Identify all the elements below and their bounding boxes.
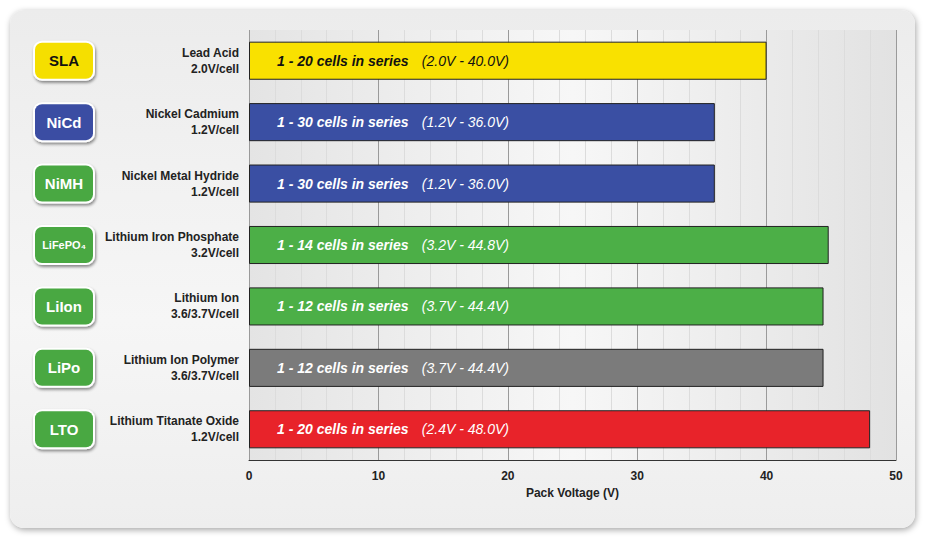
- svg-text:(3.7V - 44.4V): (3.7V - 44.4V): [422, 360, 509, 376]
- svg-text:Lead Acid: Lead Acid: [182, 46, 239, 60]
- svg-text:1 - 30 cells in series: 1 - 30 cells in series: [277, 176, 409, 192]
- svg-text:1 - 20 cells in series: 1 - 20 cells in series: [277, 53, 409, 69]
- svg-text:LTO: LTO: [50, 421, 79, 438]
- svg-text:(2.4V - 48.0V): (2.4V - 48.0V): [422, 421, 509, 437]
- svg-text:50: 50: [889, 469, 903, 483]
- svg-text:Nickel Cadmium: Nickel Cadmium: [146, 107, 239, 121]
- svg-text:1 - 14 cells in series: 1 - 14 cells in series: [277, 237, 409, 253]
- svg-text:1 - 20 cells in series: 1 - 20 cells in series: [277, 421, 409, 437]
- svg-text:LiIon: LiIon: [46, 298, 82, 315]
- svg-text:30: 30: [631, 469, 645, 483]
- svg-text:NiCd: NiCd: [47, 114, 82, 131]
- svg-text:3.6/3.7V/cell: 3.6/3.7V/cell: [171, 369, 239, 383]
- svg-text:1 - 30 cells in series: 1 - 30 cells in series: [277, 114, 409, 130]
- svg-text:10: 10: [372, 469, 386, 483]
- svg-text:1.2V/cell: 1.2V/cell: [191, 185, 239, 199]
- svg-text:3.2V/cell: 3.2V/cell: [191, 246, 239, 260]
- svg-text:LiFePO₄: LiFePO₄: [42, 239, 86, 251]
- svg-text:Lithium Iron Phosphate: Lithium Iron Phosphate: [105, 230, 239, 244]
- svg-text:(2.0V - 40.0V): (2.0V - 40.0V): [422, 53, 509, 69]
- svg-text:Lithium Titanate Oxide: Lithium Titanate Oxide: [110, 414, 239, 428]
- svg-text:(3.2V - 44.8V): (3.2V - 44.8V): [422, 237, 509, 253]
- svg-text:(3.7V - 44.4V): (3.7V - 44.4V): [422, 298, 509, 314]
- svg-text:NiMH: NiMH: [45, 175, 83, 192]
- svg-text:Nickel Metal Hydride: Nickel Metal Hydride: [122, 169, 240, 183]
- svg-text:20: 20: [501, 469, 515, 483]
- svg-text:1 - 12 cells in series: 1 - 12 cells in series: [277, 298, 409, 314]
- svg-text:LiPo: LiPo: [48, 359, 81, 376]
- svg-text:Pack Voltage (V): Pack Voltage (V): [526, 486, 619, 500]
- svg-text:0: 0: [246, 469, 253, 483]
- svg-text:1.2V/cell: 1.2V/cell: [191, 430, 239, 444]
- svg-text:40: 40: [760, 469, 774, 483]
- svg-text:3.6/3.7V/cell: 3.6/3.7V/cell: [171, 307, 239, 321]
- svg-text:Lithium Ion: Lithium Ion: [174, 291, 239, 305]
- svg-text:2.0V/cell: 2.0V/cell: [191, 62, 239, 76]
- svg-text:1 - 12 cells in series: 1 - 12 cells in series: [277, 360, 409, 376]
- svg-text:(1.2V - 36.0V): (1.2V - 36.0V): [422, 114, 509, 130]
- svg-text:Lithium Ion Polymer: Lithium Ion Polymer: [124, 353, 240, 367]
- svg-text:1.2V/cell: 1.2V/cell: [191, 123, 239, 137]
- svg-text:SLA: SLA: [49, 52, 79, 69]
- svg-text:(1.2V - 36.0V): (1.2V - 36.0V): [422, 176, 509, 192]
